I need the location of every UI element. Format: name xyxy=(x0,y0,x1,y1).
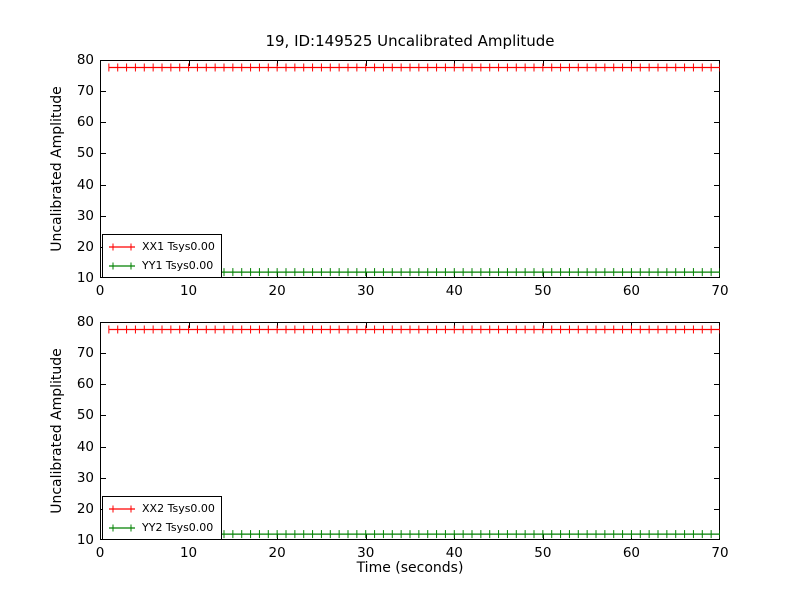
x-tick-label: 50 xyxy=(534,283,552,299)
y-tick-label: 10 xyxy=(76,270,94,286)
x-tick-label: 0 xyxy=(95,283,105,299)
legend-label: YY1 Tsys0.00 xyxy=(142,259,214,272)
x-tick-label: 60 xyxy=(622,545,641,561)
y-tick-label: 70 xyxy=(76,83,94,100)
legend-top: XX1 Tsys0.00 YY1 Tsys0.00 xyxy=(102,234,222,278)
y-tick-label: 20 xyxy=(76,238,94,255)
legend-entry: XX1 Tsys0.00 xyxy=(107,238,215,256)
legend-bottom: XX2 Tsys0.00 YY2 Tsys0.00 xyxy=(102,496,222,540)
x-tick-label: 40 xyxy=(445,283,463,299)
x-tick-label: 20 xyxy=(268,545,286,561)
legend-line-sample-icon xyxy=(109,505,135,512)
figure-title: 19, ID:149525 Uncalibrated Amplitude xyxy=(265,32,555,50)
y-tick-label: 30 xyxy=(76,207,94,224)
legend-label: XX2 Tsys0.00 xyxy=(142,502,215,515)
x-tick-label: 30 xyxy=(357,283,375,299)
axes-spines xyxy=(100,322,720,540)
y-tick-label: 20 xyxy=(76,500,94,517)
legend-label: XX1 Tsys0.00 xyxy=(142,240,215,253)
subplot-top-axes xyxy=(100,60,720,278)
x-tick-label: 70 xyxy=(711,283,729,299)
x-tick-label: 0 xyxy=(95,545,105,561)
y-tick-label: 80 xyxy=(76,314,94,330)
x-tick-label: 70 xyxy=(711,545,729,561)
x-tick-label: 10 xyxy=(179,283,198,299)
legend-line-sample-icon xyxy=(109,243,135,250)
x-tick-label: 20 xyxy=(268,283,286,299)
y-tick-label: 70 xyxy=(76,345,94,362)
axes-spines xyxy=(100,60,720,278)
y-tick-label: 10 xyxy=(76,532,94,548)
y-tick-label: 40 xyxy=(76,438,94,455)
x-tick-label: 10 xyxy=(179,545,198,561)
y-tick-label: 60 xyxy=(76,376,94,393)
y-tick-label: 40 xyxy=(76,176,94,193)
y-tick-label: 30 xyxy=(76,469,94,486)
legend-line-sample-icon xyxy=(109,524,135,531)
legend-entry: YY1 Tsys0.00 xyxy=(107,257,215,275)
x-axis-label: Time (seconds) xyxy=(356,560,464,576)
legend-entry: XX2 Tsys0.00 xyxy=(107,500,215,518)
x-tick-label: 60 xyxy=(622,283,641,299)
y-tick-label: 60 xyxy=(76,114,94,131)
legend-label: YY2 Tsys0.00 xyxy=(142,521,214,534)
legend-line-sample-icon xyxy=(109,262,135,269)
y-tick-label: 80 xyxy=(76,52,94,68)
x-tick-label: 50 xyxy=(534,545,552,561)
y-tick-label: 50 xyxy=(76,407,94,424)
x-tick-label: 40 xyxy=(445,545,463,561)
y-tick-label: 50 xyxy=(76,145,94,162)
legend-entry: YY2 Tsys0.00 xyxy=(107,519,215,537)
x-tick-label: 30 xyxy=(357,545,375,561)
